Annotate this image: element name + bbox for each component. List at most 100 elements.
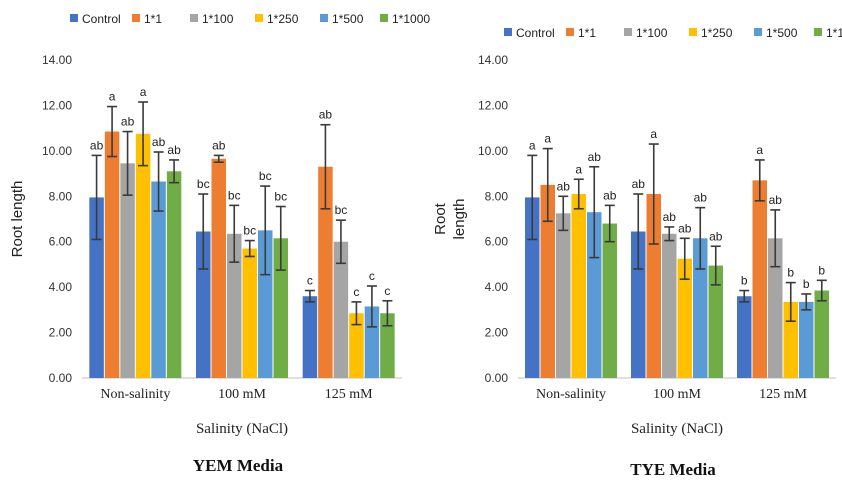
legend-label: 1*500: [332, 12, 364, 26]
legend-swatch: [566, 28, 574, 36]
legend-swatch: [255, 14, 263, 22]
bar: [737, 296, 752, 378]
significance-label: ab: [663, 210, 677, 224]
significance-label: a: [109, 90, 116, 104]
x-category-label: 125 mM: [325, 387, 373, 402]
legend-swatch: [320, 14, 328, 22]
significance-label: a: [529, 138, 536, 152]
y-tick-label: 4.00: [49, 280, 73, 294]
bar: [167, 171, 182, 378]
bar: [105, 132, 120, 378]
y-tick-label: 12.00: [42, 98, 72, 112]
y-tick-label: 2.00: [485, 326, 509, 340]
significance-label: a: [140, 85, 147, 99]
y-axis-title-line: length: [451, 199, 468, 240]
x-category-label: 125 mM: [759, 387, 807, 402]
significance-label: ab: [557, 179, 571, 193]
significance-label: ab: [167, 143, 181, 157]
bar: [753, 180, 768, 378]
y-tick-label: 8.00: [49, 189, 73, 203]
legend-label: 1*250: [701, 26, 733, 40]
y-tick-label: 8.00: [485, 189, 509, 203]
significance-label: ab: [632, 177, 646, 191]
y-axis-title: Root length: [9, 181, 26, 258]
y-tick-label: 12.00: [478, 98, 508, 112]
y-tick-label: 14.00: [478, 53, 508, 67]
legend-label: Control: [82, 12, 121, 26]
legend-label: 1*100: [202, 12, 234, 26]
significance-label: ab: [152, 135, 166, 149]
bar: [815, 291, 830, 378]
legend-label: 1*1000: [826, 26, 842, 40]
significance-label: ab: [90, 138, 104, 152]
legend-label: Control: [516, 26, 555, 40]
y-tick-label: 6.00: [485, 235, 509, 249]
bar: [212, 159, 227, 378]
significance-label: b: [818, 263, 825, 277]
significance-label: b: [741, 274, 748, 288]
x-axis-title: Salinity (NaCl): [196, 421, 288, 437]
bar: [136, 134, 151, 378]
significance-label: a: [575, 162, 582, 176]
y-tick-label: 2.00: [49, 326, 73, 340]
y-tick-label: 14.00: [42, 53, 72, 67]
x-category-label: 100 mM: [653, 387, 701, 402]
x-category-label: 100 mM: [218, 387, 266, 402]
y-tick-label: 10.00: [42, 144, 72, 158]
bar: [556, 213, 571, 378]
x-category-label: Non-salinity: [100, 387, 170, 402]
significance-label: c: [369, 269, 375, 283]
bar: [303, 296, 318, 378]
significance-label: c: [384, 284, 390, 298]
x-axis-title: Salinity (NaCl): [631, 421, 723, 437]
legend-swatch: [70, 14, 78, 22]
legend-label: 1*1000: [392, 12, 430, 26]
significance-label: ab: [709, 229, 723, 243]
significance-label: ab: [603, 188, 617, 202]
significance-label: ab: [694, 191, 708, 205]
significance-label: ab: [121, 115, 135, 129]
legend-label: 1*500: [766, 26, 798, 40]
legend-swatch: [624, 28, 632, 36]
significance-label: ab: [319, 108, 333, 122]
significance-label: a: [650, 127, 657, 141]
bar: [572, 194, 587, 378]
significance-label: bc: [274, 190, 287, 204]
significance-label: bc: [259, 169, 272, 183]
significance-label: c: [353, 285, 359, 299]
significance-label: ab: [678, 221, 692, 235]
chart-title: TYE Media: [630, 460, 716, 479]
significance-label: b: [803, 277, 810, 291]
legend-swatch: [380, 14, 388, 22]
legend-swatch: [814, 28, 822, 36]
legend-swatch: [504, 28, 512, 36]
y-tick-label: 0.00: [485, 371, 509, 385]
significance-label: a: [756, 143, 763, 157]
significance-label: a: [544, 132, 551, 146]
legend-swatch: [754, 28, 762, 36]
significance-label: bc: [243, 224, 256, 238]
legend-swatch: [132, 14, 140, 22]
y-tick-label: 10.00: [478, 144, 508, 158]
y-axis-title: Root length: [432, 199, 468, 240]
significance-label: ab: [769, 193, 783, 207]
legend-label: 1*250: [267, 12, 299, 26]
bar: [662, 234, 677, 378]
y-tick-label: 6.00: [49, 235, 73, 249]
legend-label: 1*1: [144, 12, 162, 26]
chart-panel-tye: Control 1*1 1*100 1*250 1*500 1*1000 0.00 2.00 4…: [432, 26, 842, 479]
significance-label: c: [307, 274, 313, 288]
x-category-label: Non-salinity: [536, 387, 606, 402]
bar: [603, 224, 618, 378]
legend-swatch: [190, 14, 198, 22]
legend-label: 1*1: [578, 26, 596, 40]
significance-label: ab: [588, 150, 602, 164]
y-tick-label: 0.00: [49, 371, 73, 385]
significance-label: bc: [228, 188, 241, 202]
significance-label: ab: [212, 138, 226, 152]
legend-label: 1*100: [636, 26, 668, 40]
bar: [243, 249, 258, 378]
legend-swatch: [689, 28, 697, 36]
chart-title: YEM Media: [193, 456, 284, 475]
